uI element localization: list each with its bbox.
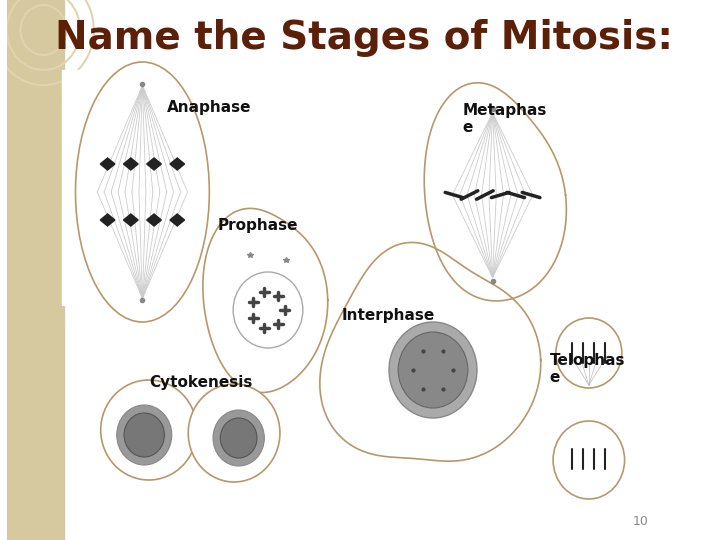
Circle shape (398, 332, 468, 408)
Circle shape (220, 418, 257, 458)
Polygon shape (320, 242, 541, 461)
Text: Telophas
e: Telophas e (549, 353, 625, 386)
Polygon shape (123, 158, 138, 170)
Text: 10: 10 (633, 515, 649, 528)
Text: Cytokenesis: Cytokenesis (149, 375, 252, 390)
Circle shape (389, 322, 477, 418)
Text: Metaphas
e: Metaphas e (462, 103, 546, 136)
Polygon shape (123, 214, 138, 226)
Circle shape (213, 410, 264, 466)
Ellipse shape (553, 421, 624, 499)
Polygon shape (424, 83, 567, 301)
Ellipse shape (556, 318, 622, 388)
Polygon shape (100, 158, 115, 170)
Bar (62, 70, 222, 305)
Polygon shape (147, 214, 161, 226)
Text: Name the Stages of Mitosis:: Name the Stages of Mitosis: (55, 19, 673, 57)
Circle shape (124, 413, 164, 457)
Polygon shape (100, 214, 115, 226)
Polygon shape (170, 214, 184, 226)
Circle shape (233, 272, 303, 348)
Text: Prophase: Prophase (217, 218, 298, 233)
Polygon shape (203, 208, 328, 393)
Text: Interphase: Interphase (341, 308, 435, 323)
Ellipse shape (101, 380, 197, 480)
Ellipse shape (188, 384, 280, 482)
Text: Anaphase: Anaphase (167, 100, 252, 115)
Ellipse shape (76, 62, 210, 322)
Polygon shape (170, 158, 184, 170)
Polygon shape (147, 158, 161, 170)
Bar (6, 0, 63, 540)
Circle shape (117, 405, 172, 465)
